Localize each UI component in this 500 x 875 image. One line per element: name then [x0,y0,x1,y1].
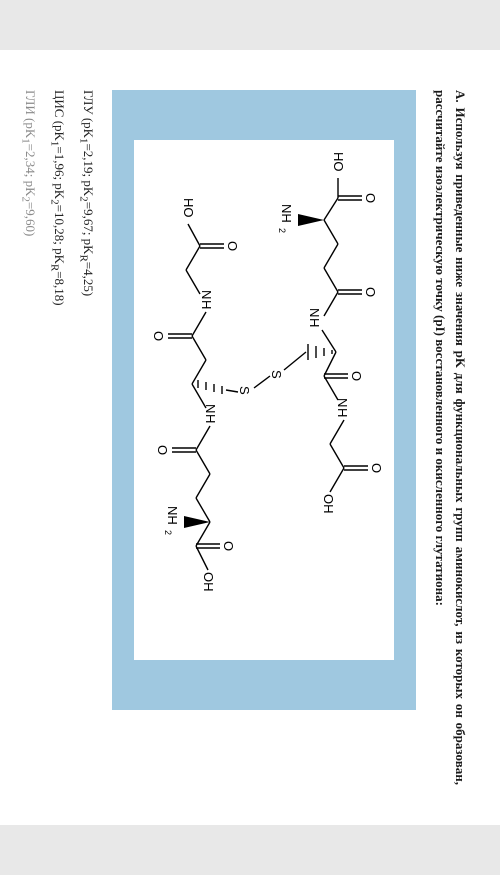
label-NH2-sub: 2 [163,530,173,535]
pk-row-gly: ГЛИ (pK1=2,34; pK2=9,60) [17,90,40,785]
label-NH2-sub: 2 [277,228,287,233]
svg-text:H: H [203,414,218,423]
label-O: O [363,287,378,297]
label-NH: N [199,290,214,299]
document-page: А. Используя приведенные ниже значения p… [0,50,500,825]
label-S-top: S [269,370,284,379]
label-O: O [369,463,384,473]
svg-text:H: H [335,408,350,417]
pk-row-glu: ГЛУ (pK1=2,19; pK2=9,67; pKR=4,25) [75,90,98,785]
pk-amino: ЦИС [52,90,67,117]
question-text: А. Используя приведенные ниже значения p… [430,90,470,785]
label-NH2: NH [165,506,180,525]
pk-row-cys: ЦИС (pK1=1,96; pK2=10,28; pKR=8,18) [46,90,69,785]
label-NH: N [307,308,322,317]
label-O: O [155,445,170,455]
pk-amino: ГЛУ [81,90,96,115]
label-S-bottom: S [237,386,252,395]
label-O: O [221,541,236,551]
label-OH: OH [201,572,216,592]
label-HO: HO [331,152,346,172]
pk-amino: ГЛИ [23,90,38,115]
label-NH2: NH [279,204,294,223]
label-HO: HO [181,198,196,218]
label-OH: OH [321,494,336,514]
figure-background: HO O NH 2 [112,90,416,710]
label-O: O [151,331,166,341]
page-content: А. Используя приведенные ниже значения p… [0,50,500,825]
svg-text:H: H [307,318,322,327]
label-O: O [363,193,378,203]
label-NH: N [335,398,350,407]
stereo-wedge [184,516,210,528]
stereo-wedge [298,214,324,226]
svg-text:H: H [199,300,214,309]
label-O: O [225,241,240,251]
label-O: O [349,371,364,381]
stereo-hash [198,380,222,394]
label-NH: N [203,404,218,413]
chemical-structure: HO O NH 2 [134,140,394,660]
stereo-hash [308,344,332,360]
